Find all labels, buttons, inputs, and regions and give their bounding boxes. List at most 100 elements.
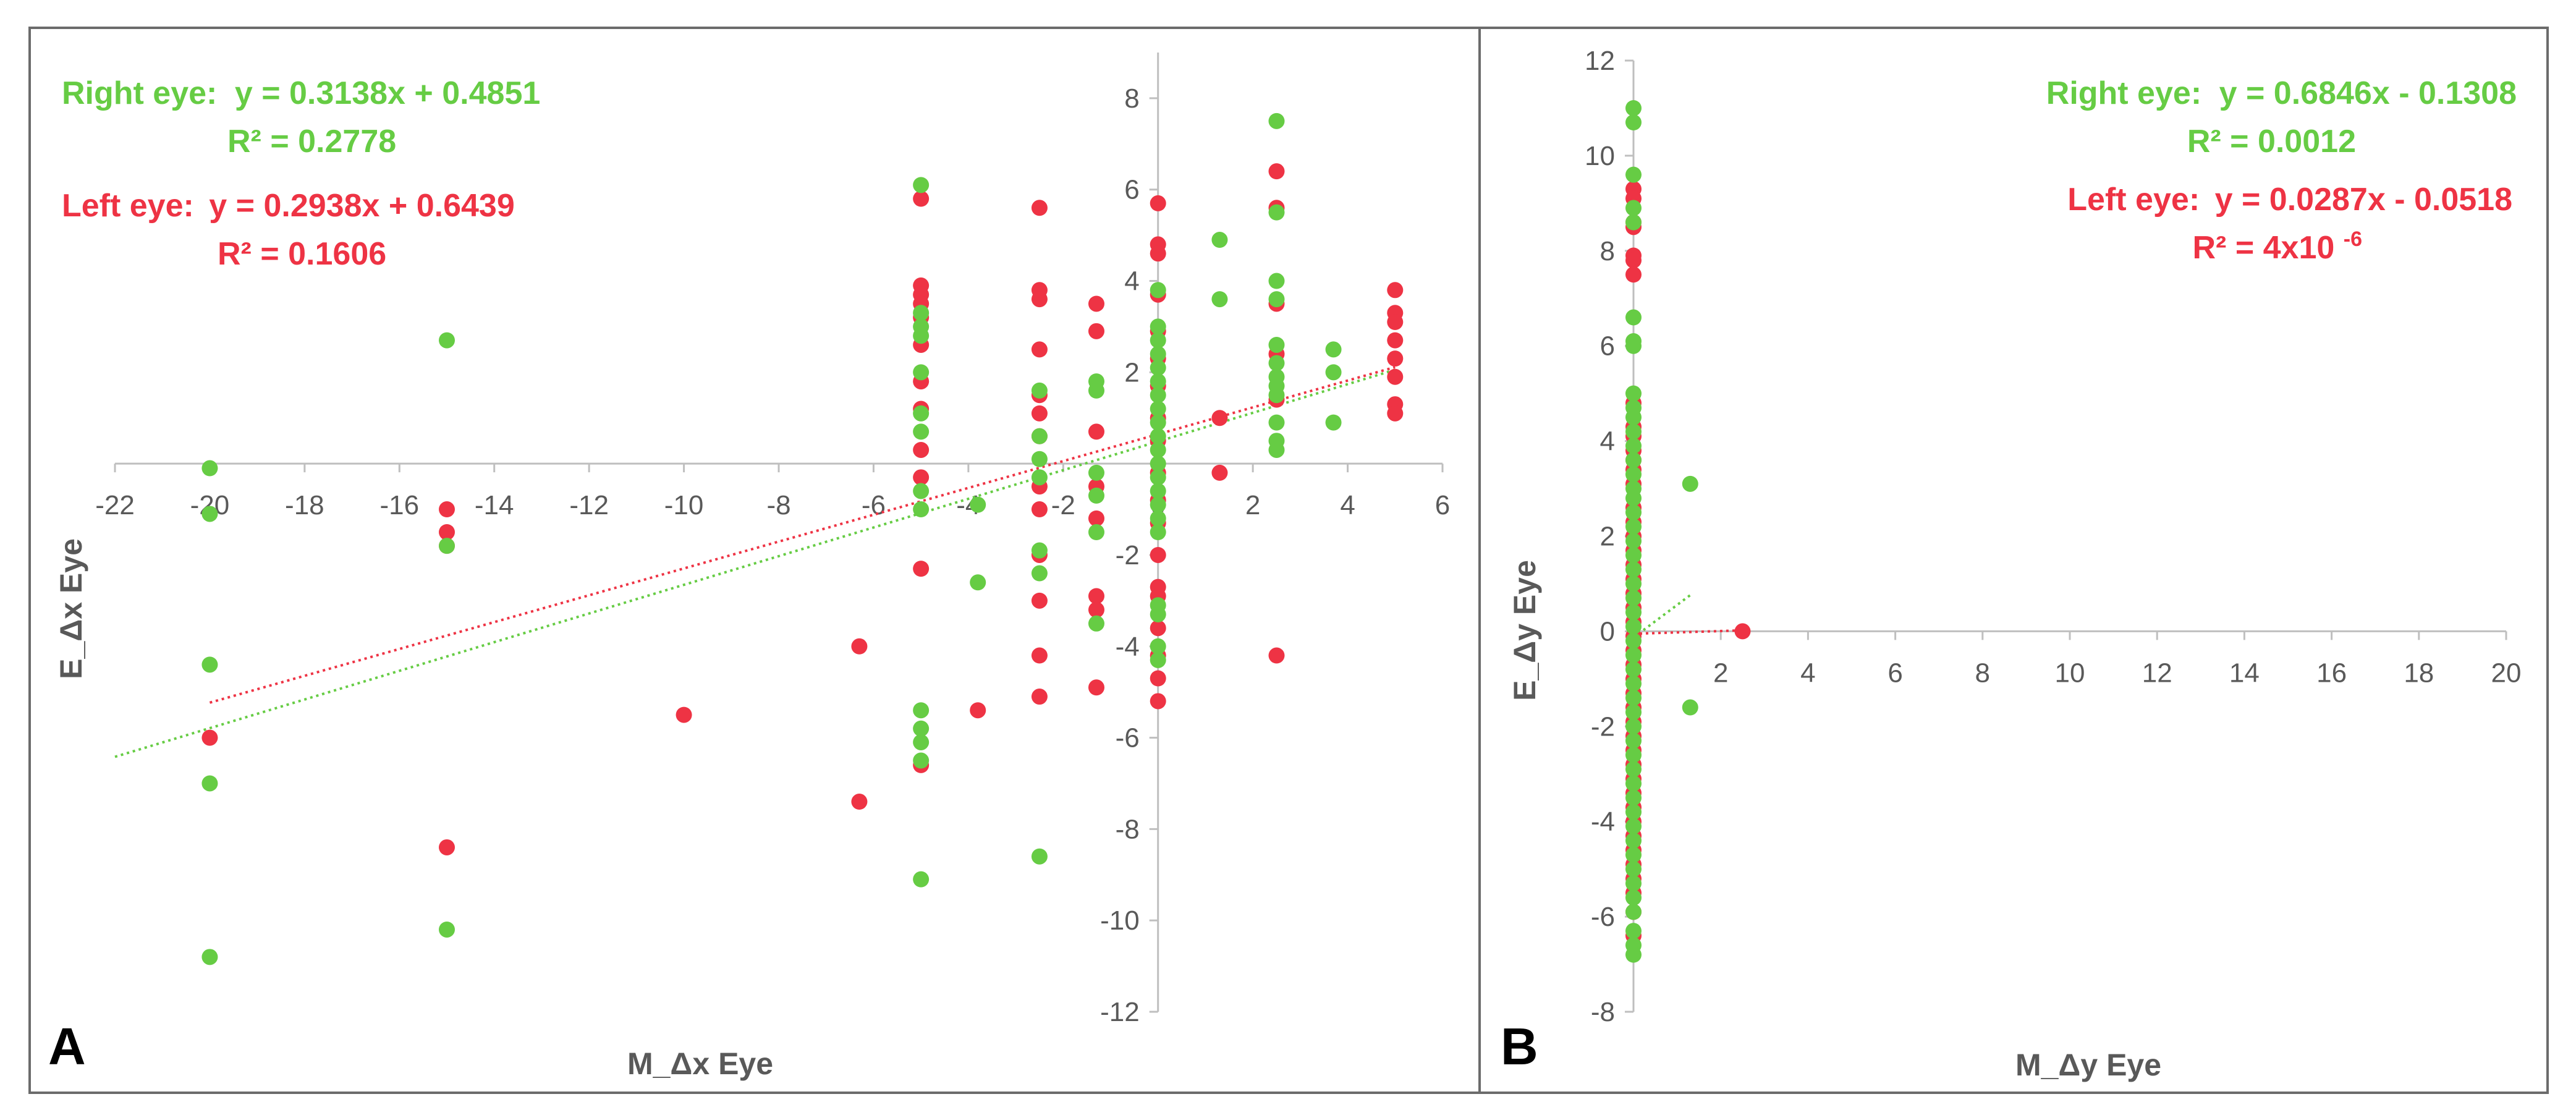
panel-a-right-eye-point bbox=[913, 328, 930, 344]
panel-a-left-eye-point bbox=[1268, 647, 1285, 664]
panel-b-y-tick-label: -2 bbox=[1591, 711, 1615, 742]
panel-a-y-axis-title: E_Δx Eye bbox=[54, 538, 88, 679]
panel-a-left-eye-point bbox=[1387, 332, 1404, 349]
panel-b-x-tick-label: 14 bbox=[2229, 658, 2260, 688]
panel-a-left-eye-point bbox=[851, 638, 868, 655]
panel-a-right-eye-point bbox=[1031, 848, 1048, 865]
panel-b-right-eye-point bbox=[1625, 889, 1642, 906]
panel-a-left-eye-point bbox=[1150, 693, 1166, 710]
panel-a-right-eye-point bbox=[913, 702, 930, 719]
panel-a-right-r2: R² = 0.2778 bbox=[227, 124, 396, 159]
panel-b-right-eye-point bbox=[1625, 166, 1642, 183]
panel-a-x-tick-label: -12 bbox=[569, 490, 609, 520]
panel-a-right-eye-point bbox=[1268, 336, 1285, 353]
panel-b-right-eye-point bbox=[1625, 590, 1642, 606]
panel-a-y-tick-label: 8 bbox=[1124, 83, 1139, 114]
panel-a-right-eye-point bbox=[1150, 496, 1166, 513]
panel-a-right-eye-point bbox=[1150, 469, 1166, 486]
panel-a-left-eye-point bbox=[1031, 341, 1048, 358]
panel-a-right-eye-point bbox=[913, 423, 930, 440]
panel-a-right-eye-point bbox=[1268, 414, 1285, 431]
panel-b-x-tick-label: 10 bbox=[2055, 658, 2085, 688]
panel-a-y-tick-label: -8 bbox=[1116, 814, 1140, 844]
panel-b-x-tick-label: 18 bbox=[2404, 658, 2434, 688]
panel-b-right-r2: R² = 0.0012 bbox=[2187, 124, 2356, 159]
panel-b-right-eye-point bbox=[1625, 732, 1642, 749]
panel-b-right-eq-formula: y = 0.6846x - 0.1308 bbox=[2219, 75, 2517, 111]
panel-a-x-tick-label: -8 bbox=[766, 490, 790, 520]
panel-b-y-tick-label: -4 bbox=[1591, 807, 1615, 837]
panel-a-right-eye-point bbox=[1088, 615, 1104, 632]
panel-a-y-tick-label: 2 bbox=[1124, 357, 1139, 388]
panel-b-right-eye-point bbox=[1625, 647, 1642, 663]
panel-b-x-tick-label: 4 bbox=[1800, 658, 1815, 688]
panel-a-left-eye-point bbox=[1031, 501, 1048, 518]
panel-a-right-eye-point bbox=[1150, 359, 1166, 376]
panel-a-right-eye-point bbox=[439, 921, 455, 938]
panel-a-left-eye-point bbox=[1088, 423, 1104, 440]
panel-a-left-eq: Left eye: y = 0.2938x + 0.6439 bbox=[62, 188, 515, 224]
panel-a-right-eye-point bbox=[1088, 487, 1104, 504]
panel-b-x-tick-label: 2 bbox=[1713, 658, 1728, 688]
panel-a-left-eye-trendline bbox=[209, 366, 1396, 704]
panel-b-y-tick-label: 10 bbox=[1585, 141, 1615, 171]
panel-a-right-eye-point bbox=[970, 496, 986, 513]
panel-a-right-eye-point bbox=[1088, 382, 1104, 399]
panel-a-right-eye-point bbox=[1031, 469, 1048, 486]
panel-b-right-eye-point bbox=[1625, 676, 1642, 692]
panel-b-right-eye-point bbox=[1625, 847, 1642, 863]
panel-a-x-tick-label: -16 bbox=[379, 490, 419, 520]
panel-a-right-eye-point bbox=[1150, 401, 1166, 417]
panel-a-right-eye-point bbox=[201, 949, 218, 965]
panel-a-left-eye-point bbox=[1031, 592, 1048, 609]
panel-b-right-eye-point bbox=[1625, 861, 1642, 878]
panel-b-right-eye-point bbox=[1625, 504, 1642, 521]
panel-a-y-tick-label: -10 bbox=[1100, 905, 1140, 936]
panel-a-x-tick-label: 2 bbox=[1245, 490, 1260, 520]
panel-b-y-tick-label: 12 bbox=[1585, 46, 1615, 76]
panel-a-right-eye-point bbox=[1031, 542, 1048, 559]
panel-b-right-eye-point bbox=[1625, 690, 1642, 706]
panel-b-right-eye-point bbox=[1625, 904, 1642, 920]
panel-b-right-eq-label: Right eye: bbox=[2046, 75, 2201, 111]
panel-a-right-eye-point bbox=[913, 720, 930, 737]
panel-a-x-tick-label: -6 bbox=[862, 490, 886, 520]
panel-a-right-eye-point bbox=[1211, 291, 1228, 308]
panel-b-right-eye-point bbox=[1625, 561, 1642, 578]
panel-b-right-eye-point bbox=[1625, 114, 1642, 131]
panel-b-left-r2: R² = 4x10 -6 bbox=[2193, 227, 2363, 266]
panel-a-left-eye-point bbox=[1150, 195, 1166, 211]
panel-a-left-eye-point bbox=[1150, 620, 1166, 637]
panel-b-left-eye-point bbox=[1625, 252, 1642, 269]
panel-a-right-eye-point bbox=[913, 501, 930, 518]
panel-a-right-eye-point bbox=[1150, 510, 1166, 527]
panel-a-right-eye-point bbox=[1150, 651, 1166, 668]
panel-a-right-eye-point bbox=[1325, 364, 1342, 381]
panel-a-x-tick-label: 4 bbox=[1340, 490, 1355, 520]
panel-a-left-eye-point bbox=[913, 190, 930, 207]
panel-a-x-tick-label: -18 bbox=[285, 490, 324, 520]
panel-b-right-eye-point bbox=[1625, 775, 1642, 792]
panel-b-right-eye-point bbox=[1625, 761, 1642, 778]
panel-a-right-eye-point bbox=[913, 752, 930, 769]
panel-a-left-eye-point bbox=[1387, 350, 1404, 367]
panel-a-right-eye-point bbox=[201, 460, 218, 477]
panel-a-left-eye-point bbox=[1211, 410, 1228, 426]
panel-b-y-tick-label: 8 bbox=[1600, 236, 1615, 266]
panel-a-left-eye-point bbox=[1031, 647, 1048, 664]
panel-a-right-eye-point bbox=[1150, 332, 1166, 349]
panel-b-right-eye-point bbox=[1625, 946, 1642, 963]
panel-a-right-eye-point bbox=[1150, 441, 1166, 458]
panel-a-right-eye-point bbox=[1150, 387, 1166, 404]
panel-a-right-eye-point bbox=[1268, 273, 1285, 289]
panel-b-right-eye-point bbox=[1625, 747, 1642, 763]
panel-a-right-eye-point bbox=[913, 871, 930, 888]
panel-a-right-eye-point bbox=[1150, 346, 1166, 362]
panel-a-x-tick-label: -14 bbox=[475, 490, 514, 520]
panel-a-left-eye-point bbox=[1031, 291, 1048, 308]
panel-a-right-eye-point bbox=[1150, 318, 1166, 335]
panel-a-right-eye-point bbox=[1268, 441, 1285, 458]
panel-a-right-eye-point bbox=[1150, 373, 1166, 390]
panel-b-y-tick-label: 6 bbox=[1600, 331, 1615, 362]
